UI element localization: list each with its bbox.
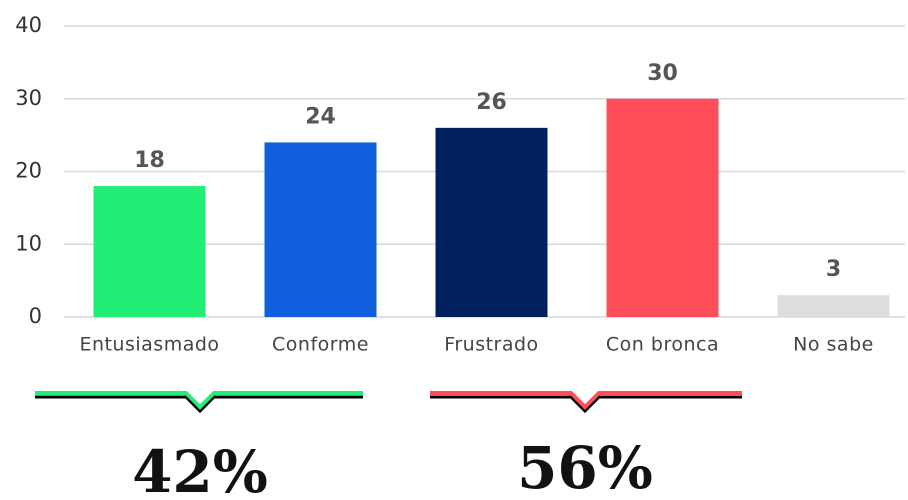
- x-tick-label: Conforme: [272, 334, 369, 356]
- y-tick-label: 0: [29, 304, 42, 328]
- x-tick-label: Con bronca: [606, 334, 719, 356]
- value-label: 30: [647, 61, 678, 86]
- annotation: 56%: [517, 434, 653, 500]
- bracket-red: [430, 391, 742, 410]
- bracket-green: [35, 391, 363, 410]
- value-label: 26: [476, 90, 507, 115]
- bracket-shadow: [430, 395, 742, 414]
- bar: [435, 127, 548, 317]
- x-tick-label: Entusiasmado: [79, 334, 219, 356]
- y-tick-label: 20: [15, 159, 42, 183]
- bracket-shadow: [35, 395, 363, 414]
- bar: [264, 142, 377, 317]
- y-tick-label: 40: [15, 13, 42, 37]
- y-tick-label: 10: [15, 231, 42, 255]
- bar: [777, 295, 890, 317]
- bar: [93, 186, 206, 317]
- annotation: 42%: [132, 438, 268, 500]
- value-label: 24: [305, 104, 336, 129]
- value-label: 18: [134, 148, 165, 173]
- bar: [606, 98, 719, 317]
- value-label: 3: [826, 257, 841, 282]
- x-tick-label: Frustrado: [444, 334, 538, 356]
- x-tick-label: No sabe: [793, 334, 874, 356]
- y-tick-label: 30: [15, 86, 42, 110]
